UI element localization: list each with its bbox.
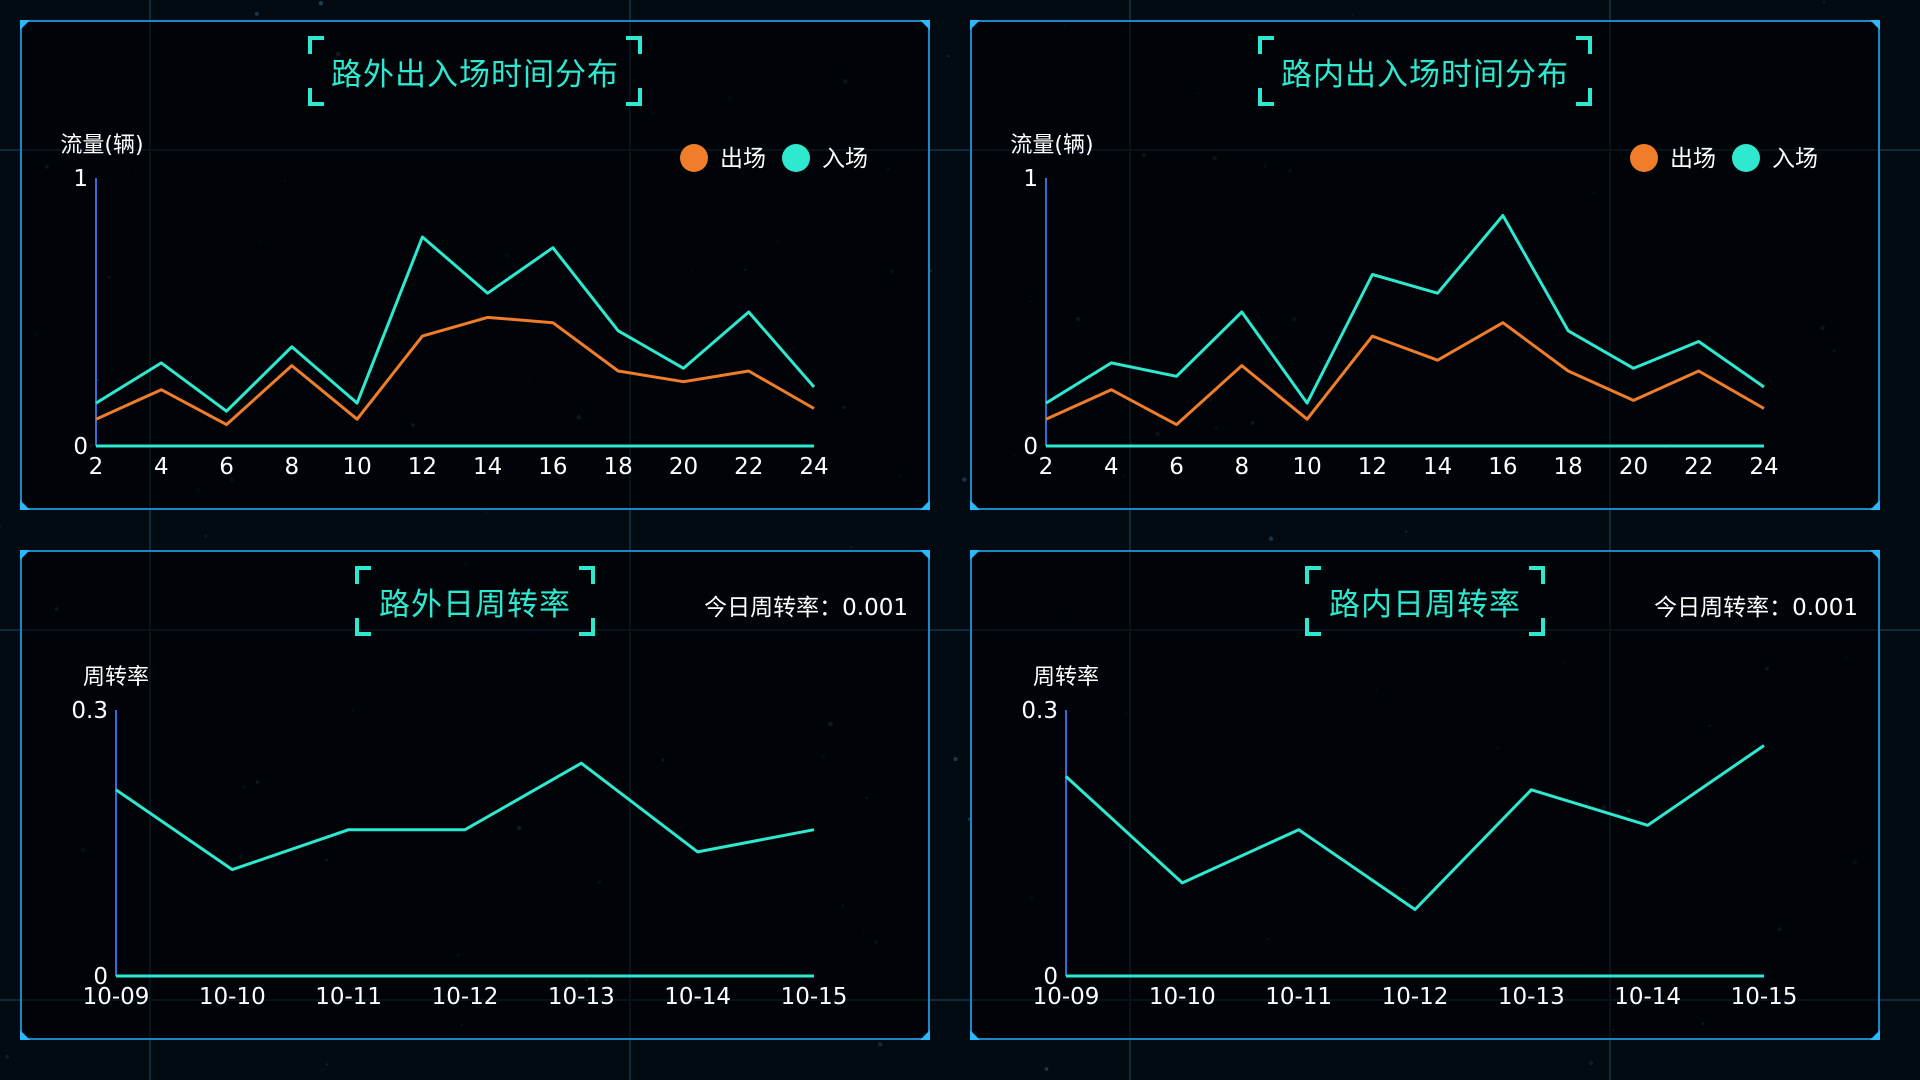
x-tick-label: 24 [1749,454,1778,480]
y-tick-label: 0 [73,434,88,460]
panel-title-frame: 路外日周转率 [355,566,595,636]
panel-title-frame: 路内出入场时间分布 [1258,36,1592,106]
x-tick-label: 14 [1423,454,1452,480]
legend-label-1: 入场 [1772,146,1818,172]
panel-title: 路外出入场时间分布 [331,56,619,93]
chart: 周转率 0 0.3 10-09 10-10 10-11 10-12 10-13 10-14 10-… [71,665,848,1010]
x-tick-label: 22 [1684,454,1713,480]
legend-marker-0 [1630,144,1658,172]
today-turnover-value: 0.001 [842,595,908,621]
x-tick-label: 4 [1104,454,1119,480]
series-line-0 [1064,744,1765,911]
x-tick-label: 10-14 [1614,984,1681,1010]
series-line-1 [1045,214,1765,405]
x-tick-label: 10-10 [1149,984,1216,1010]
x-tick-label: 10-11 [315,984,382,1010]
x-tick-label: 10-15 [1731,984,1798,1010]
today-turnover: 今日周转率：0.001 [704,588,908,622]
x-tick-label: 10-11 [1265,984,1332,1010]
x-tick-label: 12 [408,454,437,480]
panel-title: 路内出入场时间分布 [1281,56,1569,93]
panel-title: 路外日周转率 [379,586,571,623]
today-turnover-label: 今日周转率： [1654,595,1793,621]
x-tick-label: 12 [1358,454,1387,480]
x-tick-label: 4 [154,454,169,480]
x-tick-label: 10 [342,454,371,480]
x-tick-label: 10-13 [1498,984,1565,1010]
x-tick-label: 10 [1292,454,1321,480]
x-tick-label: 2 [89,454,104,480]
x-tick-label: 18 [604,454,633,480]
chart: 周转率 0 0.3 10-09 10-10 10-11 10-12 10-13 10-14 10-… [1021,665,1798,1010]
x-tick-label: 6 [219,454,234,480]
x-tick-label: 18 [1554,454,1583,480]
x-tick-label: 10-15 [781,984,848,1010]
series-line-0 [95,315,815,427]
panel-offroad-flow: 路外出入场时间分布 流量(辆) 0 1 2 4 6 8 10 12 14 16 18 20 22 24 出场入… [20,20,930,510]
x-tick-label: 14 [473,454,502,480]
x-tick-label: 24 [799,454,828,480]
x-tick-label: 16 [1488,454,1517,480]
series-line-0 [115,761,815,872]
x-tick-label: 10-12 [432,984,499,1010]
panel-title: 路内日周转率 [1329,586,1521,623]
y-axis-label: 流量(辆) [60,133,143,158]
y-tick-label: 0.3 [71,698,108,724]
today-turnover: 今日周转率：0.001 [1654,588,1858,622]
x-tick-label: 20 [669,454,698,480]
panel-onroad-flow: 路内出入场时间分布 流量(辆) 0 1 2 4 6 8 10 12 14 16 18 20 22 24 出场入… [970,20,1880,510]
y-axis-label: 周转率 [83,665,149,690]
today-turnover-value: 0.001 [1792,595,1858,621]
x-tick-label: 10-09 [83,984,150,1010]
y-tick-label: 0 [1023,434,1038,460]
y-tick-label: 0 [93,964,108,990]
panel-offroad-turnover: 路外日周转率 今日周转率：0.001 周转率 0 0.3 10-09 10-10 10-1… [20,550,930,1040]
x-tick-label: 10-10 [199,984,266,1010]
x-tick-label: 20 [1619,454,1648,480]
legend-label-0: 出场 [720,146,766,172]
x-tick-label: 10-12 [1382,984,1449,1010]
panel-title-frame: 路外出入场时间分布 [308,36,642,106]
y-axis-label: 流量(辆) [1010,133,1093,158]
x-tick-label: 22 [734,454,763,480]
y-tick-label: 1 [1023,166,1038,192]
x-tick-label: 16 [538,454,567,480]
series-line-0 [1045,321,1765,427]
panel-onroad-turnover: 路内日周转率 今日周转率：0.001 周转率 0 0.3 10-09 10-10 10-1… [970,550,1880,1040]
y-tick-label: 1 [73,166,88,192]
legend-label-1: 入场 [822,146,868,172]
today-turnover-label: 今日周转率： [704,595,843,621]
y-tick-label: 0.3 [1021,698,1058,724]
x-tick-label: 2 [1039,454,1054,480]
legend-marker-1 [782,144,810,172]
y-tick-label: 0 [1043,964,1058,990]
panel-title-frame: 路内日周转率 [1305,566,1545,636]
x-tick-label: 10-13 [548,984,615,1010]
legend-label-0: 出场 [1670,146,1716,172]
legend-marker-0 [680,144,708,172]
series-line-1 [95,235,816,413]
x-tick-label: 8 [284,454,299,480]
x-tick-label: 6 [1169,454,1184,480]
x-tick-label: 10-14 [664,984,731,1010]
x-tick-label: 8 [1234,454,1249,480]
x-tick-label: 10-09 [1033,984,1100,1010]
legend-marker-1 [1732,144,1760,172]
y-axis-label: 周转率 [1033,665,1099,690]
